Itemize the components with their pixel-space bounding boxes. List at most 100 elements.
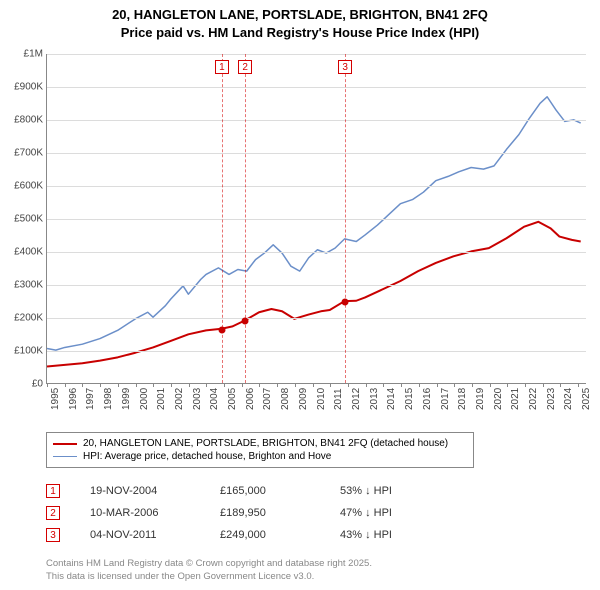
x-tick-mark bbox=[383, 383, 384, 387]
x-tick-mark bbox=[295, 383, 296, 387]
x-tick-label: 1998 bbox=[103, 388, 114, 410]
sales-pct-vs-hpi: 43% ↓ HPI bbox=[340, 529, 460, 541]
sale-point bbox=[342, 298, 349, 305]
sales-date: 10-MAR-2006 bbox=[90, 507, 220, 519]
y-gridline bbox=[47, 87, 586, 88]
x-tick-mark bbox=[454, 383, 455, 387]
x-tick-mark bbox=[171, 383, 172, 387]
y-gridline bbox=[47, 219, 586, 220]
x-tick-label: 2015 bbox=[404, 388, 415, 410]
sales-date: 19-NOV-2004 bbox=[90, 485, 220, 497]
legend-label: 20, HANGLETON LANE, PORTSLADE, BRIGHTON,… bbox=[83, 438, 448, 449]
footer-line-2: This data is licensed under the Open Gov… bbox=[46, 571, 372, 584]
x-tick-mark bbox=[65, 383, 66, 387]
sales-row: 2 10-MAR-2006£189,95047% ↓ HPI bbox=[46, 502, 460, 524]
x-tick-mark bbox=[277, 383, 278, 387]
x-tick-mark bbox=[242, 383, 243, 387]
sale-marker-box: 3 bbox=[338, 60, 352, 74]
series-property bbox=[47, 222, 581, 367]
sales-table: 1 19-NOV-2004£165,00053% ↓ HPI 2 10-MAR-200… bbox=[46, 480, 460, 546]
y-gridline bbox=[47, 120, 586, 121]
x-tick-label: 1999 bbox=[121, 388, 132, 410]
title-line-1: 20, HANGLETON LANE, PORTSLADE, BRIGHTON,… bbox=[0, 6, 600, 24]
sales-row: 304-NOV-2011£249,00043% ↓ HPI bbox=[46, 524, 460, 546]
x-tick-label: 2008 bbox=[280, 388, 291, 410]
y-tick-label: £1M bbox=[3, 49, 43, 60]
x-tick-label: 2013 bbox=[369, 388, 380, 410]
x-tick-mark bbox=[313, 383, 314, 387]
x-tick-label: 2014 bbox=[386, 388, 397, 410]
x-tick-mark bbox=[419, 383, 420, 387]
x-tick-label: 1995 bbox=[50, 388, 61, 410]
legend-label: HPI: Average price, detached house, Brig… bbox=[83, 451, 331, 462]
x-tick-mark bbox=[437, 383, 438, 387]
chart-area: £0£100K£200K£300K£400K£500K£600K£700K£80… bbox=[46, 54, 586, 384]
footer-attribution: Contains HM Land Registry data © Crown c… bbox=[46, 558, 372, 584]
y-tick-label: £0 bbox=[3, 379, 43, 390]
x-tick-label: 2000 bbox=[139, 388, 150, 410]
x-tick-label: 1997 bbox=[85, 388, 96, 410]
x-tick-label: 2023 bbox=[546, 388, 557, 410]
plot-region: £0£100K£200K£300K£400K£500K£600K£700K£80… bbox=[46, 54, 586, 384]
x-tick-label: 2002 bbox=[174, 388, 185, 410]
sales-row: 1 19-NOV-2004£165,00053% ↓ HPI bbox=[46, 480, 460, 502]
x-tick-label: 2005 bbox=[227, 388, 238, 410]
y-tick-label: £100K bbox=[3, 346, 43, 357]
x-tick-label: 2001 bbox=[156, 388, 167, 410]
x-tick-label: 2004 bbox=[209, 388, 220, 410]
sale-marker-line bbox=[345, 54, 346, 383]
legend-item: 20, HANGLETON LANE, PORTSLADE, BRIGHTON,… bbox=[53, 437, 467, 450]
sale-marker-box: 1 bbox=[215, 60, 229, 74]
x-tick-mark bbox=[330, 383, 331, 387]
sales-price: £189,950 bbox=[220, 507, 340, 519]
x-tick-mark bbox=[47, 383, 48, 387]
x-tick-mark bbox=[189, 383, 190, 387]
x-tick-mark bbox=[100, 383, 101, 387]
y-tick-label: £800K bbox=[3, 115, 43, 126]
x-tick-label: 2007 bbox=[262, 388, 273, 410]
y-gridline bbox=[47, 186, 586, 187]
legend-item: HPI: Average price, detached house, Brig… bbox=[53, 450, 467, 463]
x-tick-label: 2017 bbox=[440, 388, 451, 410]
x-tick-label: 2022 bbox=[528, 388, 539, 410]
chart-title: 20, HANGLETON LANE, PORTSLADE, BRIGHTON,… bbox=[0, 0, 600, 41]
y-gridline bbox=[47, 351, 586, 352]
x-tick-mark bbox=[560, 383, 561, 387]
y-gridline bbox=[47, 252, 586, 253]
sale-marker-line bbox=[222, 54, 223, 383]
x-tick-label: 2012 bbox=[351, 388, 362, 410]
x-tick-mark bbox=[525, 383, 526, 387]
x-tick-mark bbox=[118, 383, 119, 387]
legend-swatch bbox=[53, 456, 77, 457]
y-tick-label: £700K bbox=[3, 148, 43, 159]
sale-marker-box: 2 bbox=[238, 60, 252, 74]
x-tick-mark bbox=[401, 383, 402, 387]
x-tick-label: 2018 bbox=[457, 388, 468, 410]
title-line-2: Price paid vs. HM Land Registry's House … bbox=[0, 24, 600, 42]
y-gridline bbox=[47, 153, 586, 154]
x-tick-mark bbox=[259, 383, 260, 387]
y-tick-label: £300K bbox=[3, 280, 43, 291]
y-tick-label: £600K bbox=[3, 181, 43, 192]
x-tick-label: 2009 bbox=[298, 388, 309, 410]
x-tick-mark bbox=[206, 383, 207, 387]
x-tick-mark bbox=[490, 383, 491, 387]
chart-container: 20, HANGLETON LANE, PORTSLADE, BRIGHTON,… bbox=[0, 0, 600, 590]
y-tick-label: £500K bbox=[3, 214, 43, 225]
sales-price: £165,000 bbox=[220, 485, 340, 497]
x-tick-label: 2006 bbox=[245, 388, 256, 410]
sales-pct-vs-hpi: 53% ↓ HPI bbox=[340, 485, 460, 497]
y-gridline bbox=[47, 318, 586, 319]
x-tick-label: 2025 bbox=[581, 388, 592, 410]
sales-pct-vs-hpi: 47% ↓ HPI bbox=[340, 507, 460, 519]
sales-price: £249,000 bbox=[220, 529, 340, 541]
sales-index-box: 1 bbox=[46, 484, 60, 498]
x-tick-mark bbox=[578, 383, 579, 387]
y-tick-label: £400K bbox=[3, 247, 43, 258]
sales-index-box: 2 bbox=[46, 506, 60, 520]
x-tick-label: 2010 bbox=[316, 388, 327, 410]
x-tick-mark bbox=[366, 383, 367, 387]
x-tick-mark bbox=[82, 383, 83, 387]
x-tick-label: 1996 bbox=[68, 388, 79, 410]
sales-date: 04-NOV-2011 bbox=[90, 529, 220, 541]
